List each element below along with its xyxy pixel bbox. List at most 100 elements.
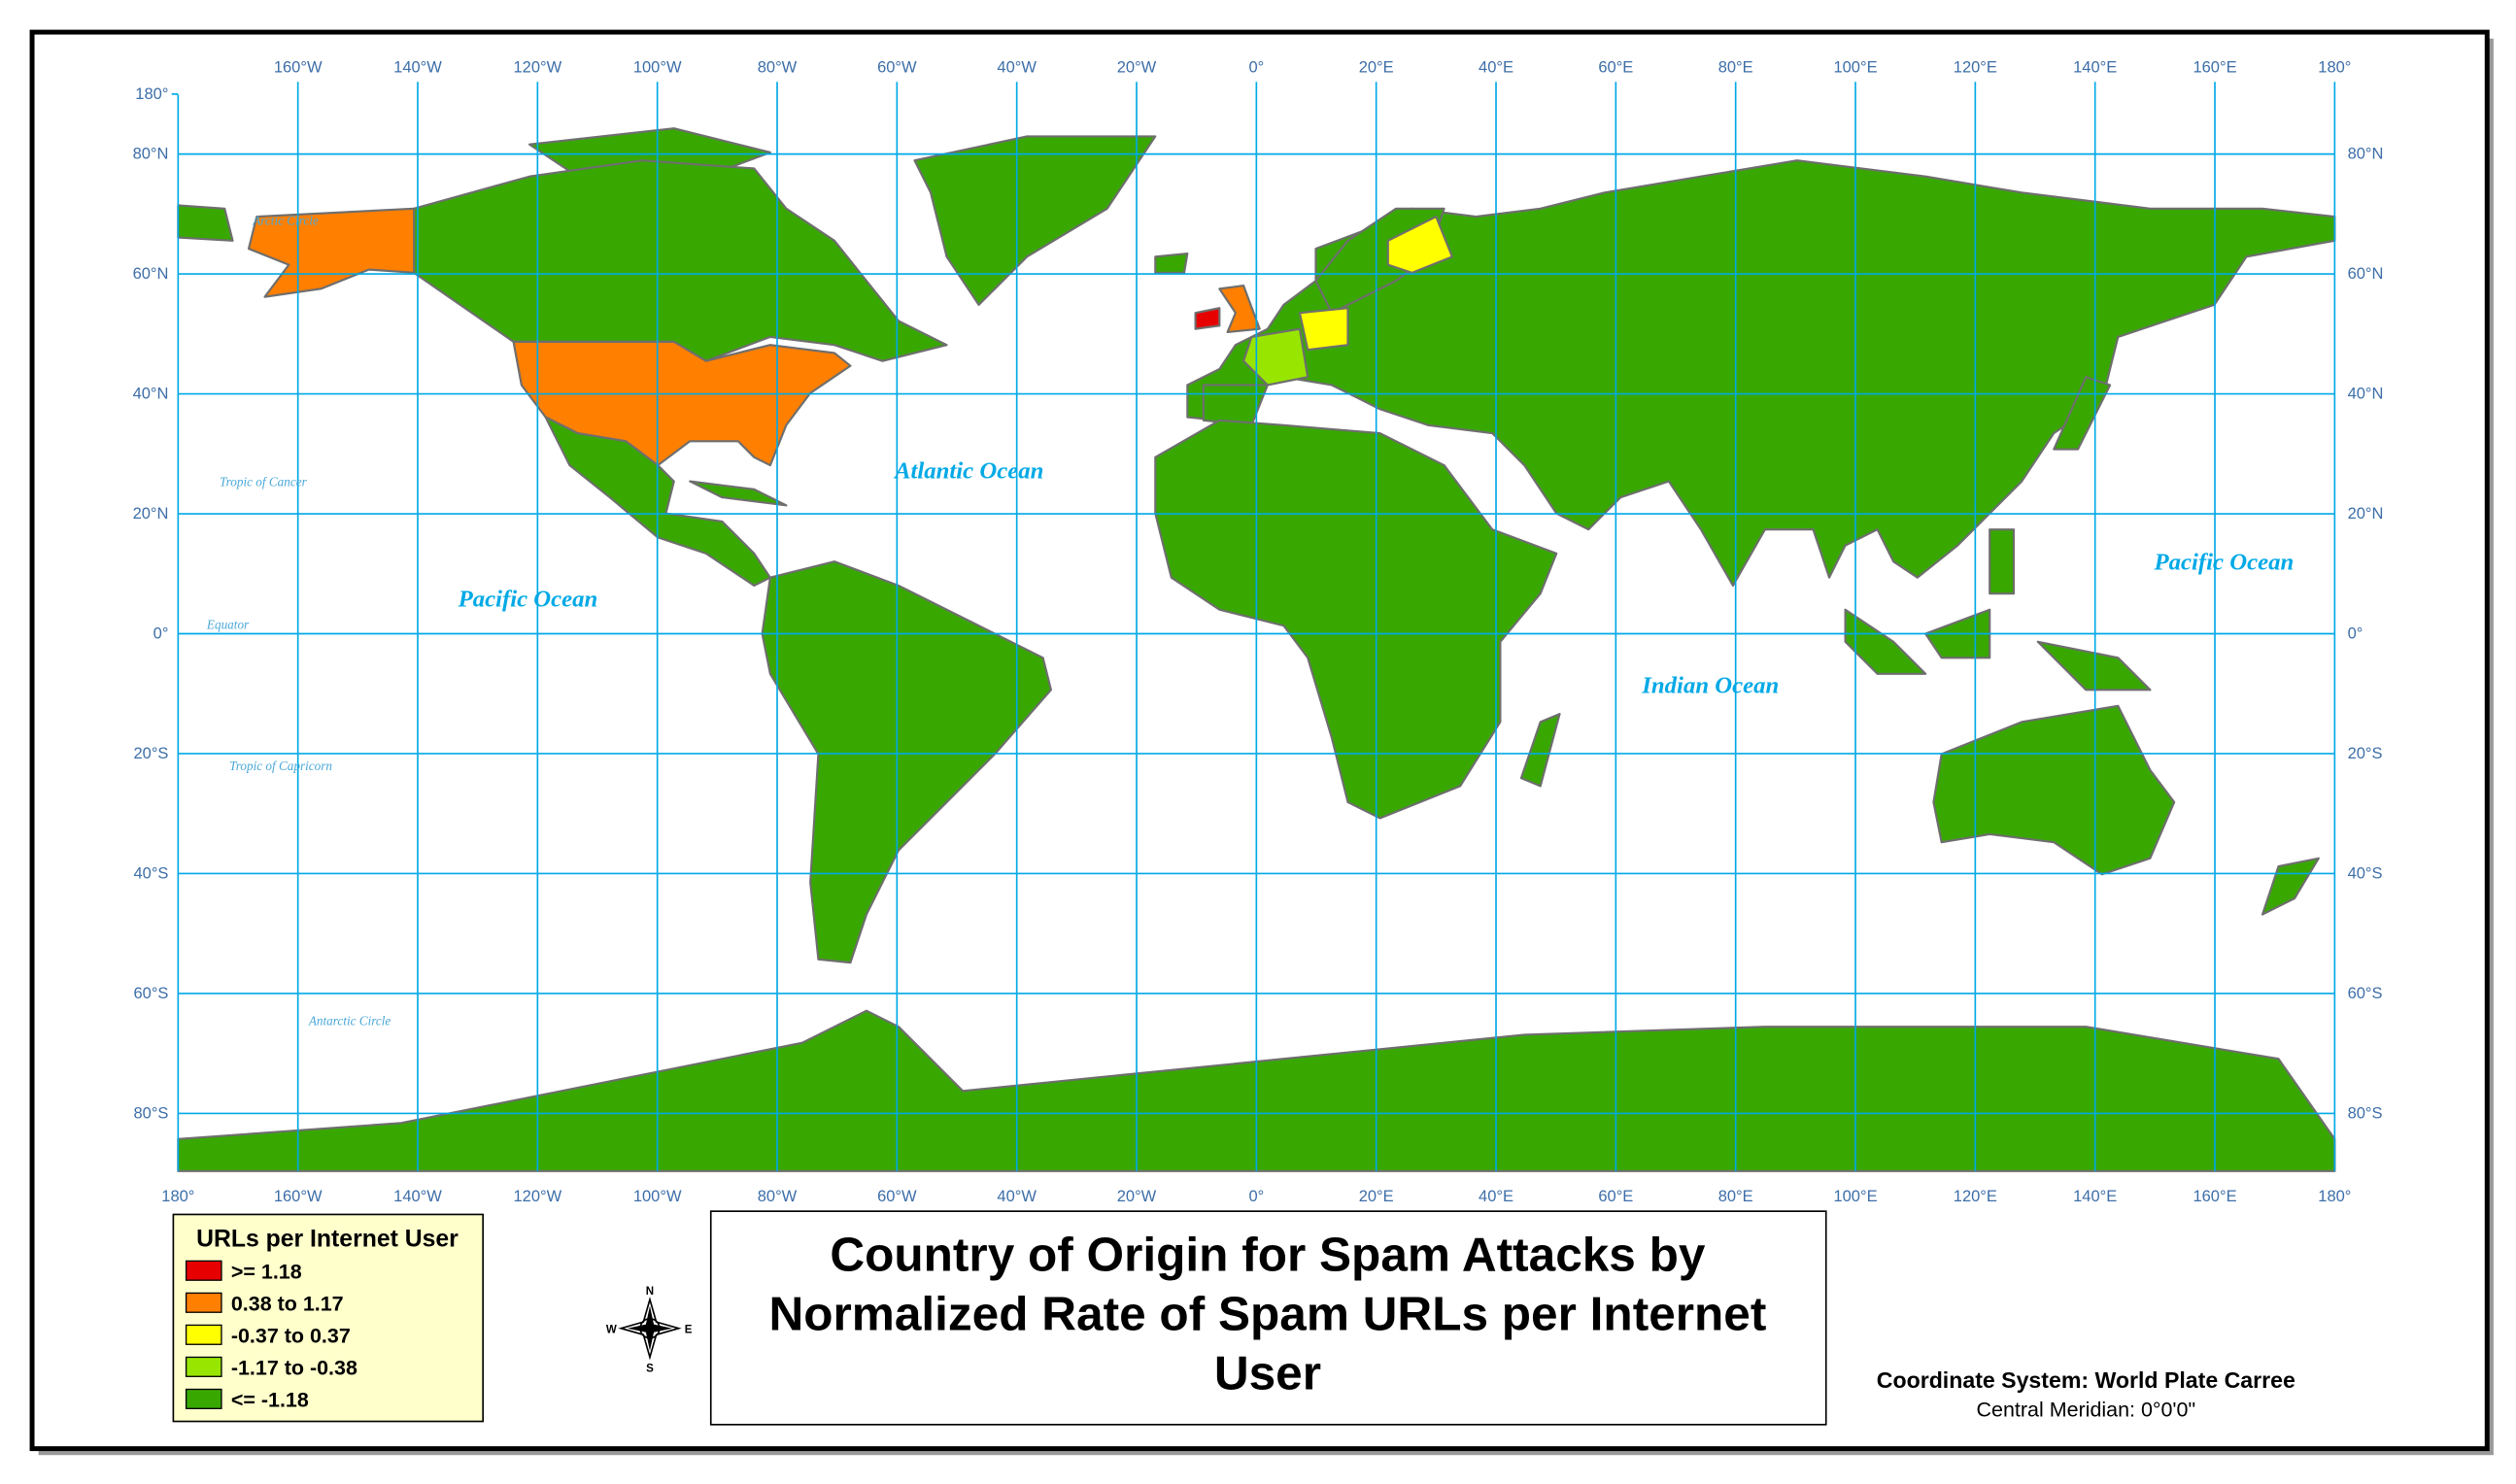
land-shape [1386, 215, 1453, 274]
lat-label: 0° [2348, 624, 2363, 642]
legend-title: URLs per Internet User [196, 1226, 459, 1252]
lon-label: 40°W [997, 58, 1037, 76]
title-box [709, 1210, 1827, 1426]
title-block: Country of Origin for Spam Attacks by No… [709, 1210, 1827, 1426]
reference-label: Tropic of Capricorn [229, 759, 332, 773]
lat-label: 20°N [2348, 505, 2384, 523]
legend-swatch [185, 1324, 222, 1345]
land-shape [1194, 307, 1221, 330]
lat-label: 0° [153, 624, 169, 642]
legend-label: 0.38 to 1.17 [231, 1293, 344, 1316]
lat-label: 80°N [133, 146, 169, 163]
lat-label: 40°S [2348, 864, 2383, 882]
lat-label: 20°S [133, 745, 168, 762]
lon-label: 80°E [1718, 58, 1753, 76]
lon-label: 160°W [274, 58, 323, 76]
lon-label: 20°W [1117, 58, 1157, 76]
lon-label: 60°W [877, 1188, 917, 1205]
legend-label: <= -1.18 [231, 1389, 309, 1412]
legend: URLs per Internet User >= 1.18 0.38 to 1.… [172, 1213, 485, 1423]
central-meridian: Central Meridian: 0°0'0" [1977, 1399, 2196, 1422]
lat-label: 60°N [133, 265, 169, 283]
land-shape [1519, 713, 1561, 788]
lon-label: 180° [2318, 1188, 2351, 1205]
lon-label: 160°E [2193, 58, 2236, 76]
land-shape [1154, 252, 1189, 274]
lon-label: 140°W [393, 58, 442, 76]
lon-label: 80°E [1718, 1188, 1753, 1205]
lon-label: 180° [161, 1188, 194, 1205]
legend-swatch [185, 1292, 222, 1313]
lon-label: 0° [1248, 1188, 1264, 1205]
reference-labels: Arctic Circle Tropic of Cancer Equator T… [206, 213, 391, 1028]
land-shape [761, 560, 1052, 964]
legend-swatch [185, 1388, 222, 1409]
land-shape [913, 135, 1157, 306]
lon-label: 140°E [2073, 58, 2117, 76]
reference-label: Antarctic Circle [308, 1014, 391, 1029]
legend-label: -1.17 to -0.38 [231, 1357, 357, 1380]
lat-label: 80°N [2348, 146, 2384, 163]
lat-label: 40°N [133, 386, 169, 403]
compass: N E S W [606, 1286, 693, 1374]
lon-label: 180° [2318, 58, 2351, 76]
graticule: 180° 160°W 140°W 120°W 100°W 80°W 60°W 40°W 20°W… [133, 58, 2384, 1205]
lat-label: 20°N [133, 505, 169, 523]
lon-label: 120°W [513, 1188, 561, 1205]
reference-label: Arctic Circle [252, 213, 319, 227]
lon-label: 40°E [1479, 58, 1513, 76]
land-shape [1932, 704, 2176, 876]
lon-label: 100°E [1833, 58, 1877, 76]
lon-label: 120°E [1954, 1188, 1997, 1205]
reference-label: Tropic of Cancer [220, 475, 308, 489]
ocean-label: Pacific Ocean [458, 586, 598, 612]
compass-letter: S [646, 1363, 654, 1374]
lon-label: 60°E [1598, 1188, 1633, 1205]
legend-label: >= 1.18 [231, 1261, 302, 1284]
lon-label: 100°E [1833, 1188, 1877, 1205]
title-line: Normalized Rate of Spam URLs per Interne… [768, 1286, 1766, 1340]
land-shape [689, 480, 788, 507]
lon-label: 80°W [758, 1188, 798, 1205]
lat-label: 80°S [133, 1104, 168, 1122]
ocean-label: Indian Ocean [1641, 673, 1779, 699]
land-shape [2261, 857, 2320, 916]
land-shape [2036, 640, 2152, 691]
lat-label: 80°S [2348, 1104, 2383, 1122]
legend-box [172, 1213, 485, 1423]
lat-label: 20°S [2348, 745, 2383, 762]
lon-label: 140°E [2073, 1188, 2117, 1205]
lon-label: 120°E [1954, 58, 1997, 76]
lat-label: 60°S [2348, 985, 2383, 1002]
lon-label: 60°W [877, 58, 917, 76]
land-shape [2053, 376, 2112, 451]
land-shape [177, 204, 234, 242]
lon-label: 120°W [513, 58, 561, 76]
land-shape [1844, 608, 1927, 675]
ocean-label: Pacific Ocean [2154, 549, 2295, 575]
legend-label: -0.37 to 0.37 [231, 1325, 351, 1348]
lon-label: 80°W [758, 58, 798, 76]
land [177, 127, 2336, 1172]
lon-label: 160°W [274, 1188, 323, 1205]
legend-swatch [185, 1260, 222, 1281]
land-shape [1242, 327, 1309, 387]
ocean-label: Atlantic Ocean [893, 457, 1043, 484]
land-shape [1298, 307, 1349, 352]
legend-swatch [185, 1356, 222, 1377]
lon-label: 40°W [997, 1188, 1037, 1205]
title-line: Country of Origin for Spam Attacks by [830, 1227, 1706, 1281]
ocean-labels: Atlantic Ocean Pacific Ocean Indian Ocea… [458, 457, 2295, 698]
land-shape [1218, 284, 1261, 334]
lon-label: 140°W [393, 1188, 442, 1205]
coordinate-system: Coordinate System: World Plate Carree [1877, 1367, 2295, 1393]
lat-label: 40°S [133, 864, 168, 882]
lon-label: 20°E [1359, 1188, 1394, 1205]
lat-label: 60°N [2348, 265, 2384, 283]
lon-label: 100°W [633, 58, 682, 76]
lon-label: 40°E [1479, 1188, 1513, 1205]
lon-label: 20°E [1359, 58, 1394, 76]
lat-label: 60°S [133, 985, 168, 1002]
